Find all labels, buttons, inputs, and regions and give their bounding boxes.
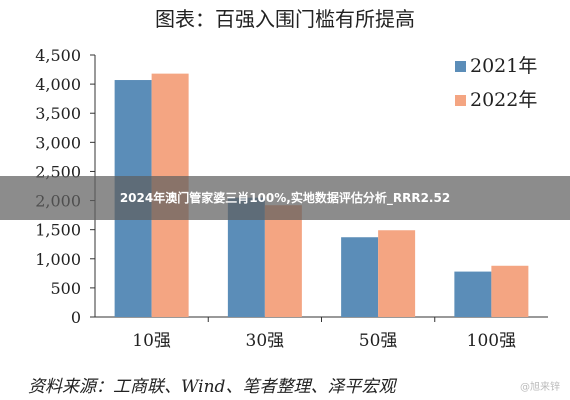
x-tick-label: 30强 xyxy=(246,331,285,351)
bar-100强-2021年 xyxy=(454,271,492,317)
y-tick-label: 0 xyxy=(71,308,81,327)
bar-50强-2021年 xyxy=(341,237,379,317)
y-tick-label: 1,000 xyxy=(35,250,81,269)
legend-label: 2021年 xyxy=(470,55,537,77)
y-tick-label: 500 xyxy=(50,279,81,298)
bar-50强-2022年 xyxy=(378,230,416,317)
watermark: @旭来锌 xyxy=(520,382,560,393)
legend: 2021年 2022年 xyxy=(455,55,537,111)
overlay-banner: 2024年澳门管家婆三肖100%,实地数据评估分析_RRR2.52 xyxy=(0,176,570,220)
source-note: 资料来源：工商联、Wind、笔者整理、泽平宏观 xyxy=(28,377,396,397)
x-tick-label: 50强 xyxy=(359,331,398,351)
legend-swatch xyxy=(455,95,466,106)
chart-title: 图表：百强入围门槛有所提高 xyxy=(155,7,415,31)
y-tick-label: 1,500 xyxy=(35,221,81,240)
y-tick-label: 4,000 xyxy=(35,75,81,94)
y-tick-label: 4,500 xyxy=(35,46,81,65)
x-tick-label: 100强 xyxy=(467,331,516,351)
y-tick-label: 3,500 xyxy=(35,104,81,123)
legend-swatch xyxy=(455,61,466,72)
x-tick-label: 10强 xyxy=(132,331,171,351)
y-tick-label: 3,000 xyxy=(35,133,81,152)
bar-100强-2022年 xyxy=(491,265,529,317)
legend-label: 2022年 xyxy=(470,89,537,111)
bar-30强-2022年 xyxy=(264,205,302,317)
